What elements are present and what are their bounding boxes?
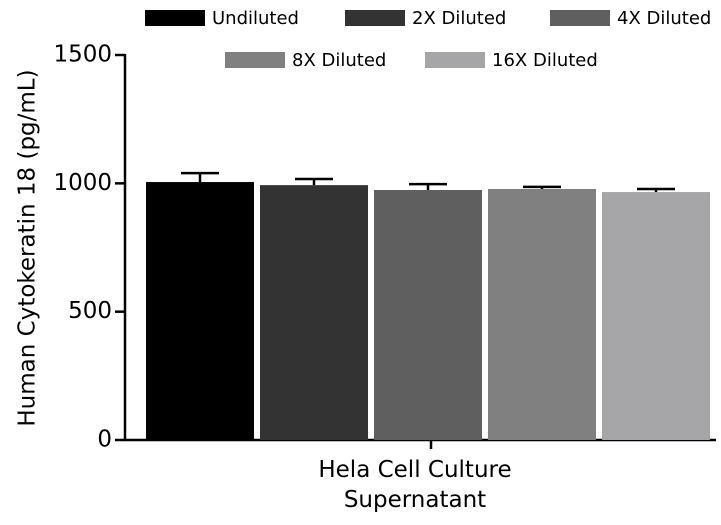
- y-axis-label: Human Cytokeratin 18 (pg/mL): [15, 69, 41, 426]
- y-tick-label: 1500: [53, 42, 112, 68]
- bar: [602, 192, 710, 440]
- bar: [374, 190, 482, 440]
- legend-swatch: [425, 52, 485, 68]
- legend-label: 8X Diluted: [292, 50, 386, 71]
- legend-swatch: [550, 10, 610, 26]
- legend-label: 16X Diluted: [492, 50, 598, 71]
- legend-swatch: [225, 52, 285, 68]
- legend-swatch: [345, 10, 405, 26]
- legend-swatch: [145, 10, 205, 26]
- y-tick-label: 0: [97, 427, 112, 453]
- y-tick-label: 500: [68, 298, 112, 324]
- y-tick-label: 1000: [53, 170, 112, 196]
- legend-label: 4X Diluted: [617, 8, 711, 29]
- bar: [146, 182, 254, 441]
- legend-label: Undiluted: [212, 8, 299, 29]
- bar: [260, 185, 368, 440]
- bar: [488, 188, 596, 440]
- x-tick-label: Hela Cell Culture Supernatant: [318, 457, 512, 513]
- legend-label: 2X Diluted: [412, 8, 506, 29]
